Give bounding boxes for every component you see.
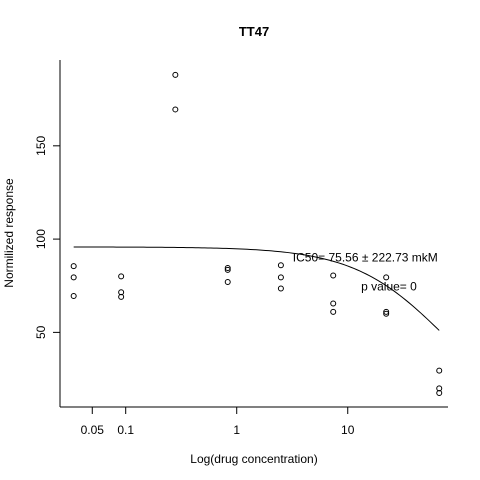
- data-point: [224, 266, 231, 273]
- y-axis-ticks: 50 100 150: [34, 135, 60, 339]
- chart-title: TT47: [239, 24, 269, 39]
- data-point: [436, 367, 443, 374]
- x-tick-label: 10: [341, 423, 355, 437]
- data-point: [330, 308, 337, 315]
- x-tick-label: 0.05: [81, 423, 105, 437]
- fit-curve-line: [73, 246, 440, 331]
- data-point: [383, 308, 390, 315]
- x-axis-label: Log(drug concentration): [190, 452, 317, 466]
- ic50-annotation: IC50= 75.56 ± 222.73 mkM: [293, 250, 438, 264]
- data-point: [277, 274, 284, 281]
- p-value-annotation: p value= 0: [361, 279, 417, 293]
- x-axis-ticks: 0.05 0.1 1 10: [81, 407, 355, 437]
- data-points: [70, 71, 443, 397]
- y-axis-label: Normilized response: [2, 178, 16, 288]
- x-tick-label: 0.1: [117, 423, 134, 437]
- data-point: [224, 279, 231, 286]
- data-point: [330, 272, 337, 279]
- data-point: [330, 300, 337, 307]
- data-point: [118, 293, 125, 300]
- data-point: [70, 292, 77, 299]
- x-tick-label: 1: [233, 423, 240, 437]
- data-point: [118, 273, 125, 280]
- data-point: [172, 106, 179, 113]
- y-tick-label: 100: [34, 229, 48, 249]
- data-point: [277, 285, 284, 292]
- data-point: [172, 71, 179, 78]
- data-point: [436, 390, 443, 397]
- data-point: [224, 265, 231, 272]
- data-point: [383, 274, 390, 281]
- data-point: [70, 274, 77, 281]
- y-tick-label: 150: [34, 135, 48, 155]
- data-point: [70, 263, 77, 270]
- data-point: [383, 310, 390, 317]
- y-tick-label: 50: [34, 325, 48, 339]
- data-point: [277, 262, 284, 269]
